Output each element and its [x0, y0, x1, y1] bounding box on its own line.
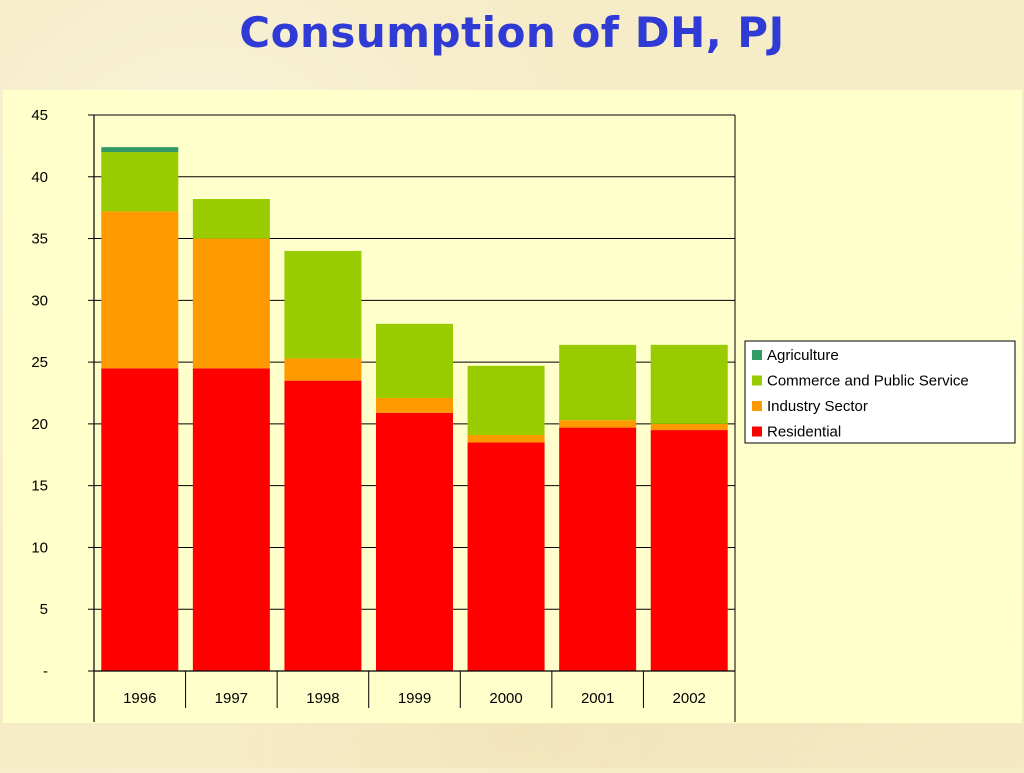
bar-commerce-and-public-service-2000 [467, 365, 545, 436]
legend-box [744, 340, 1016, 444]
bar-residential-1996 [101, 368, 179, 671]
bars [101, 147, 728, 671]
y-tick-label: 25 [31, 354, 48, 371]
bar-agriculture-1996 [101, 147, 179, 153]
y-tick-label: 30 [31, 292, 48, 309]
bar-residential-1997 [192, 368, 270, 671]
bar-residential-1999 [376, 412, 453, 671]
bar-industry-sector-1998 [284, 358, 362, 381]
legend-swatch-commerce-and-public-service [752, 375, 762, 386]
y-tick-label: 35 [31, 231, 48, 248]
bar-commerce-and-public-service-1999 [376, 323, 453, 398]
legend-label: Industry Sector [767, 398, 868, 415]
x-tick-labels: 1996 1997 1998 1999 2000 2001 2002 [123, 690, 706, 707]
bar-residential-2002 [650, 430, 728, 671]
x-tick-label: 2001 [581, 690, 614, 707]
x-tick-label: 1996 [123, 690, 156, 707]
y-tick-label: 10 [31, 539, 48, 556]
bar-industry-sector-2002 [650, 423, 728, 431]
legend-label: Agriculture [767, 347, 839, 364]
bar-commerce-and-public-service-2001 [559, 344, 637, 421]
bar-residential-2001 [559, 427, 637, 671]
x-tick-label: 1998 [306, 690, 339, 707]
legend-swatch-residential [752, 426, 762, 437]
bar-industry-sector-1997 [192, 238, 270, 369]
axes [88, 114, 736, 722]
bar-industry-sector-2001 [559, 420, 637, 428]
y-tick-label: 5 [40, 601, 48, 618]
bar-industry-sector-1999 [376, 397, 453, 413]
y-tick-label: 45 [31, 107, 48, 124]
bar-industry-sector-1996 [101, 211, 179, 369]
y-tick-label: 15 [31, 478, 48, 495]
x-tick-label: 1999 [398, 690, 431, 707]
slide-title: Consumption of DH, PJ [239, 8, 785, 57]
legend: Agriculture Commerce and Public Service In… [744, 340, 1016, 444]
bar-commerce-and-public-service-2002 [650, 344, 728, 424]
legend-swatch-agriculture [752, 350, 762, 360]
x-tick-label: 2000 [489, 690, 522, 707]
x-tick-label: 2002 [673, 690, 706, 707]
y-tick-label: 20 [31, 416, 48, 433]
legend-swatch-industry-sector [752, 401, 762, 411]
legend-label: Residential [767, 424, 841, 441]
y-tick-labels: - 5 10 15 20 25 30 35 40 45 [31, 107, 48, 680]
bar-industry-sector-2000 [467, 435, 545, 443]
y-tick-label: 40 [31, 169, 48, 186]
x-tick-label: 1997 [215, 690, 248, 707]
legend-label: Commerce and Public Service [767, 373, 969, 390]
bar-commerce-and-public-service-1997 [192, 199, 270, 239]
bar-residential-1998 [284, 380, 362, 671]
bar-commerce-and-public-service-1998 [284, 250, 362, 359]
bar-commerce-and-public-service-1996 [101, 152, 179, 212]
bar-residential-2000 [467, 442, 545, 671]
y-tick-label: - [43, 663, 48, 680]
